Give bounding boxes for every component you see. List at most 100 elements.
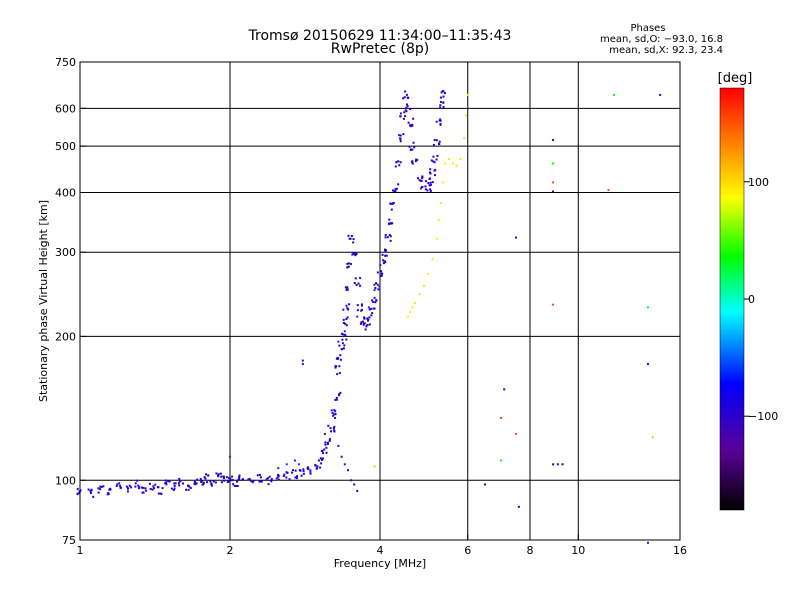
- data-point: [442, 101, 445, 104]
- x-tick-label: 10: [571, 544, 585, 557]
- data-point: [366, 323, 369, 326]
- data-point: [97, 487, 100, 490]
- data-point: [515, 432, 518, 435]
- data-point: [371, 312, 374, 315]
- data-point: [341, 348, 344, 351]
- data-point: [355, 283, 358, 286]
- data-point: [267, 483, 270, 486]
- data-point: [389, 202, 392, 205]
- data-point: [424, 185, 427, 188]
- data-point: [333, 409, 336, 412]
- data-point: [145, 489, 148, 492]
- data-point: [258, 473, 261, 476]
- data-point: [427, 273, 430, 276]
- data-point: [214, 481, 217, 484]
- data-point: [332, 427, 335, 430]
- data-point: [402, 97, 405, 100]
- data-point: [205, 473, 208, 476]
- stats-line-x: mean, sd,X: 92.3, 23.4: [609, 45, 723, 56]
- data-point: [434, 174, 437, 177]
- data-point: [248, 477, 251, 480]
- data-point: [194, 483, 197, 486]
- data-point: [347, 262, 350, 265]
- data-point: [252, 480, 255, 483]
- data-point: [407, 121, 410, 124]
- data-point: [345, 338, 348, 341]
- data-point: [100, 486, 103, 489]
- data-point: [429, 188, 432, 191]
- data-point: [367, 318, 370, 321]
- data-point: [425, 180, 428, 183]
- data-point: [99, 485, 102, 488]
- data-point: [397, 160, 400, 163]
- data-point: [334, 410, 337, 413]
- data-point: [222, 475, 225, 478]
- data-point: [283, 473, 286, 476]
- data-point: [126, 490, 129, 493]
- data-point: [355, 252, 358, 255]
- data-point: [302, 472, 305, 475]
- data-point: [322, 457, 325, 460]
- data-point: [174, 482, 177, 485]
- data-point: [442, 105, 445, 108]
- data-point: [116, 483, 119, 486]
- data-point: [420, 187, 423, 190]
- data-point: [142, 491, 145, 494]
- data-point: [357, 282, 360, 285]
- data-point: [230, 479, 233, 482]
- data-point: [368, 308, 371, 311]
- data-point: [391, 202, 394, 205]
- data-point: [341, 342, 344, 345]
- data-point: [134, 482, 137, 485]
- data-point: [406, 105, 409, 108]
- data-point: [172, 489, 175, 492]
- data-point: [338, 344, 341, 347]
- data-point: [333, 429, 336, 432]
- data-point: [345, 304, 348, 307]
- data-point: [234, 485, 237, 488]
- data-point: [432, 160, 435, 163]
- chart-title: Tromsø 20150629 11:34:00–11:35:43: [248, 28, 512, 44]
- data-point: [434, 168, 437, 171]
- x-axis: 1 2 4 6 8 10 16: [77, 534, 687, 557]
- stats-line-o: mean, sd,O: −93.0, 16.8: [600, 34, 723, 45]
- data-point: [437, 219, 440, 222]
- data-point: [394, 165, 397, 168]
- data-point: [76, 487, 79, 490]
- data-point: [398, 134, 401, 137]
- data-point: [439, 123, 442, 126]
- data-point: [376, 271, 379, 274]
- data-point: [439, 106, 442, 109]
- data-point: [380, 272, 383, 275]
- data-point: [415, 158, 418, 161]
- data-point: [335, 396, 338, 399]
- data-point: [552, 181, 555, 184]
- data-point: [329, 427, 332, 430]
- data-point: [322, 452, 325, 455]
- data-point: [405, 106, 408, 109]
- data-point: [393, 190, 396, 193]
- data-point: [166, 479, 169, 482]
- data-point: [334, 416, 337, 419]
- data-point: [372, 300, 375, 303]
- data-point: [334, 366, 337, 369]
- data-point: [388, 234, 391, 237]
- data-point: [409, 108, 412, 111]
- data-point: [362, 323, 365, 326]
- colorbar-tick-label: −100: [748, 410, 778, 423]
- data-point: [217, 473, 220, 476]
- data-point: [177, 482, 180, 485]
- data-point: [275, 477, 278, 480]
- data-point: [399, 112, 402, 115]
- data-point: [334, 365, 337, 368]
- data-point: [76, 492, 79, 495]
- data-point: [552, 303, 555, 306]
- data-point: [229, 455, 231, 458]
- data-point: [306, 466, 309, 469]
- y-tick-label: 100: [55, 474, 76, 487]
- data-point: [119, 486, 122, 489]
- data-point: [301, 363, 304, 366]
- data-point: [418, 179, 421, 182]
- data-point: [338, 394, 341, 397]
- data-point: [365, 325, 368, 328]
